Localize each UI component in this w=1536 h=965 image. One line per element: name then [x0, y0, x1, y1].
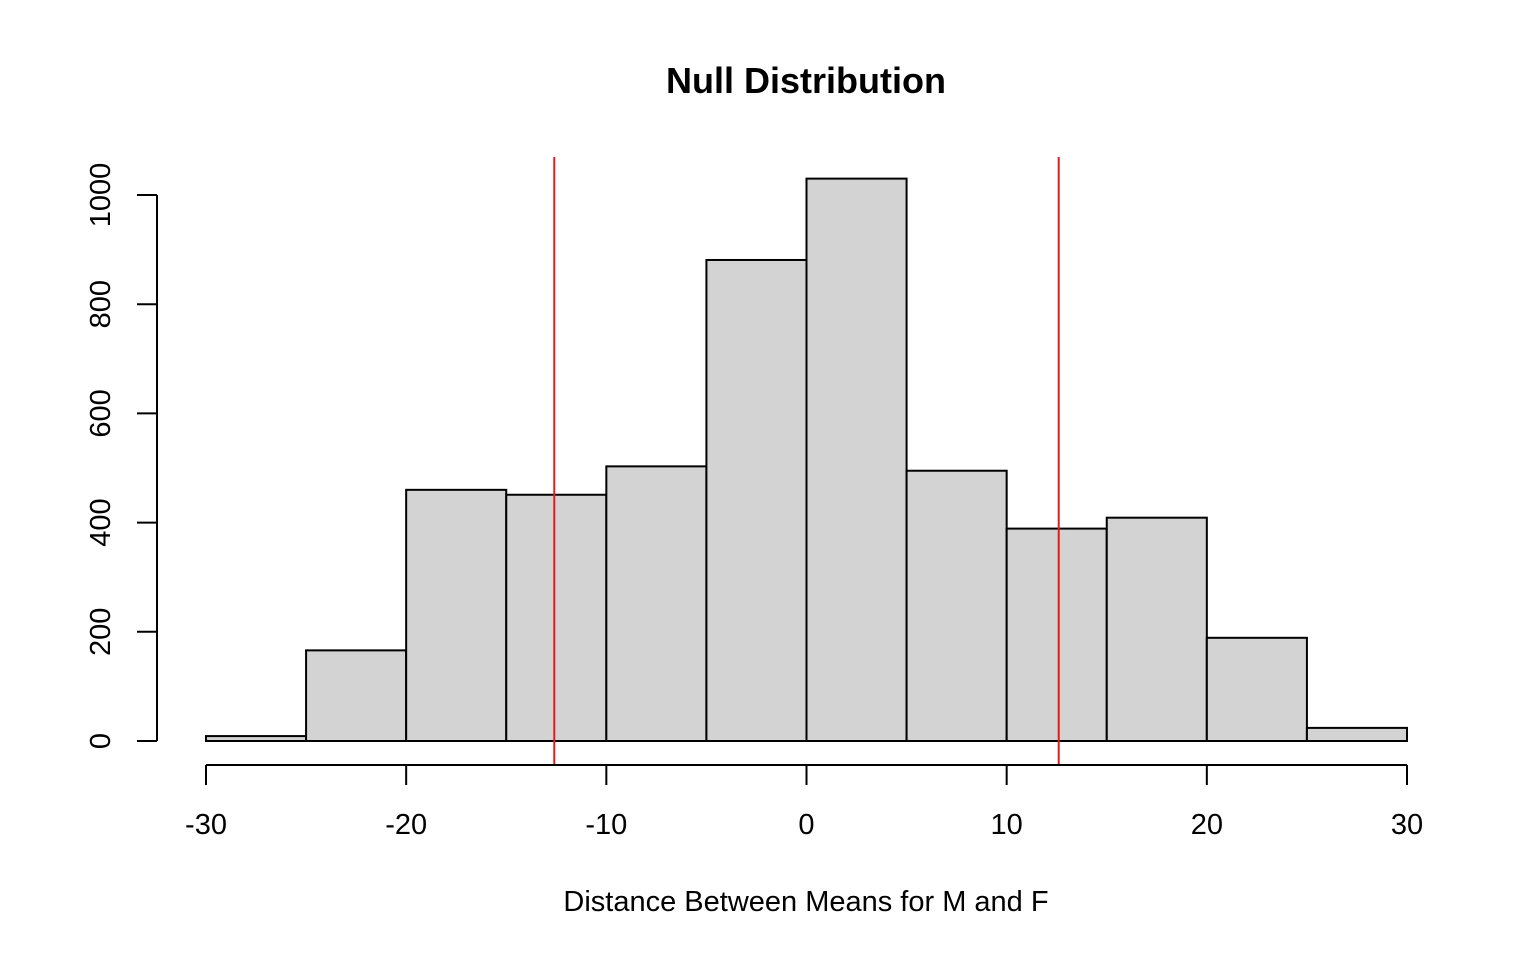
histogram-bar	[305, 649, 408, 743]
histogram-bar	[1105, 516, 1208, 742]
x-tick-label: 30	[1391, 809, 1423, 841]
histogram-bar	[1205, 636, 1308, 743]
histogram-bar	[505, 493, 608, 742]
x-axis: -30 -20 -10 0 10 20 30	[185, 764, 1423, 841]
y-axis: 0 200 400 600 800 1000	[85, 163, 158, 749]
x-tick-label: 0	[798, 809, 814, 841]
x-tick-label: -30	[185, 809, 227, 841]
x-axis-label: Distance Between Means for M and F	[563, 886, 1048, 918]
histogram-bar	[405, 488, 508, 742]
x-tick-label: 10	[991, 809, 1023, 841]
bars-group	[205, 177, 1408, 743]
histogram-bar	[705, 258, 808, 742]
reference-lines-group	[553, 157, 1060, 765]
y-tick-label: 800	[85, 280, 117, 328]
y-tick-label: 400	[85, 498, 117, 546]
histogram-bar	[205, 735, 308, 742]
y-tick-label: 0	[85, 733, 117, 749]
histogram-bar	[1005, 527, 1108, 743]
histogram-bar	[605, 465, 708, 742]
x-tick-label: 20	[1191, 809, 1223, 841]
y-tick-label: 600	[85, 389, 117, 437]
histogram-bar	[805, 177, 908, 742]
histogram-bar	[905, 469, 1008, 742]
chart-title: Null Distribution	[666, 60, 946, 101]
x-tick-label: -10	[585, 809, 627, 841]
histogram-bar	[1305, 726, 1408, 742]
y-tick-label: 1000	[85, 163, 117, 228]
y-tick-label: 200	[85, 608, 117, 656]
x-tick-label: -20	[385, 809, 427, 841]
